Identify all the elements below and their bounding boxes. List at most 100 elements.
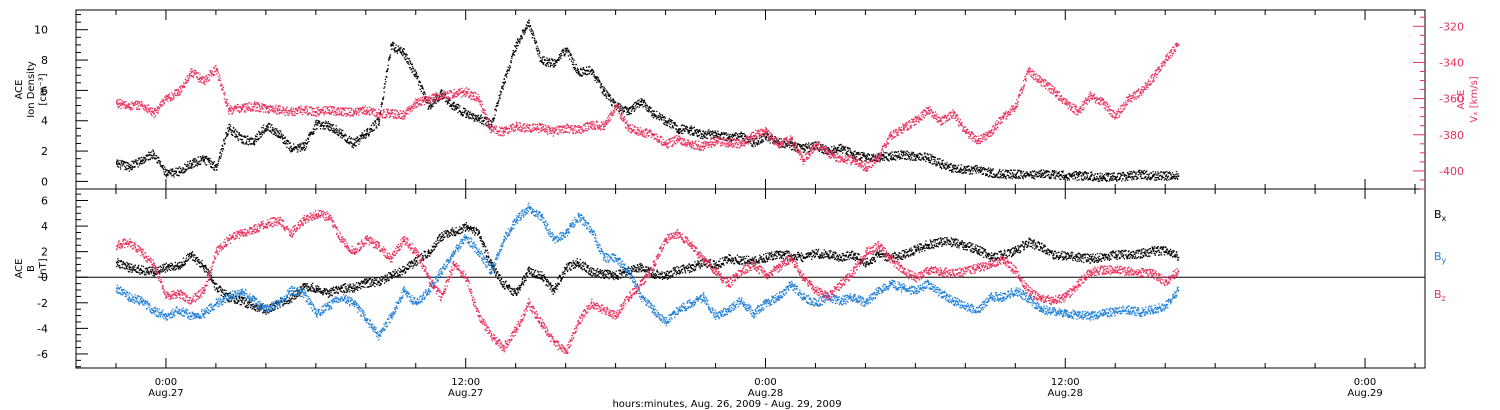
data-point [458,93,461,95]
data-point [846,153,848,156]
data-point [456,103,458,106]
data-point [687,129,689,131]
data-point [199,77,201,79]
data-point [430,97,432,99]
data-point [1132,176,1134,178]
data-point [274,127,276,130]
data-point [466,92,468,95]
data-point [462,114,464,116]
data-point [453,109,455,111]
data-point [317,122,319,124]
data-point [437,101,439,103]
data-point [218,158,220,160]
data-point [481,123,483,125]
data-point [377,119,379,121]
data-point [1044,176,1046,178]
data-point [262,104,264,107]
data-point [363,135,365,137]
data-point [863,154,866,156]
data-point-key [715,132,718,135]
data-point [758,137,761,139]
data-point [554,59,556,61]
data-point [308,140,310,143]
data-point [549,59,551,61]
data-point [268,122,270,125]
data-point [509,124,511,126]
data-point [973,166,975,168]
data-point-key [803,148,805,150]
data-point [1165,178,1167,180]
data-point [542,129,544,131]
data-point [552,135,555,137]
data-point [416,102,418,104]
data-point [505,128,507,131]
data-point [298,108,300,110]
data-point [277,130,279,132]
data-point [467,113,469,115]
data-point [299,143,301,145]
data-point [1166,171,1168,173]
data-point [542,63,545,65]
data-point [415,106,417,108]
data-point [925,156,927,158]
data-point [964,169,966,172]
data-point [122,160,124,162]
data-point [374,109,377,111]
data-point [253,144,255,146]
data-point [286,139,289,141]
data-point [561,55,563,57]
data-point [375,114,377,116]
data-point [943,165,945,167]
data-point [1081,179,1084,181]
data-point [854,156,857,158]
data-point [245,108,248,110]
data-point [468,95,471,97]
data-point [404,113,406,115]
data-point [303,144,305,146]
data-point [181,85,184,87]
data-point [118,162,120,164]
data-point [697,130,699,133]
data-point [1111,179,1113,181]
data-point [856,156,858,158]
data-point [122,163,125,165]
data-point [320,111,322,113]
data-point [138,164,141,166]
data-point [185,81,187,83]
data-point [507,133,509,135]
data-point [905,154,907,156]
data-point [260,136,262,138]
data-point [1157,173,1159,175]
data-point [883,155,885,157]
data-point-key [1127,175,1130,177]
data-point [502,135,504,137]
data-point [611,99,614,101]
data-point [1084,171,1086,173]
data-point [257,139,259,141]
data-point [509,65,511,67]
data-point [200,159,203,161]
data-point [173,92,175,94]
data-point [678,132,680,134]
data-point [688,131,690,133]
data-point [549,62,551,64]
data-point [479,121,481,123]
data-point [309,132,311,134]
data-point [803,144,805,146]
data-point [866,158,868,160]
data-point [202,159,204,161]
data-point [617,102,619,104]
data-point [199,156,201,158]
data-point [378,118,380,120]
data-point [194,73,196,76]
data-point [345,115,347,117]
data-point [654,116,656,118]
data-point [470,117,472,119]
data-point [358,114,360,116]
data-point [368,113,370,115]
data-point [475,116,477,119]
data-point [451,107,453,109]
data-point [444,100,447,103]
data-point [178,166,180,168]
data-point [993,173,995,175]
